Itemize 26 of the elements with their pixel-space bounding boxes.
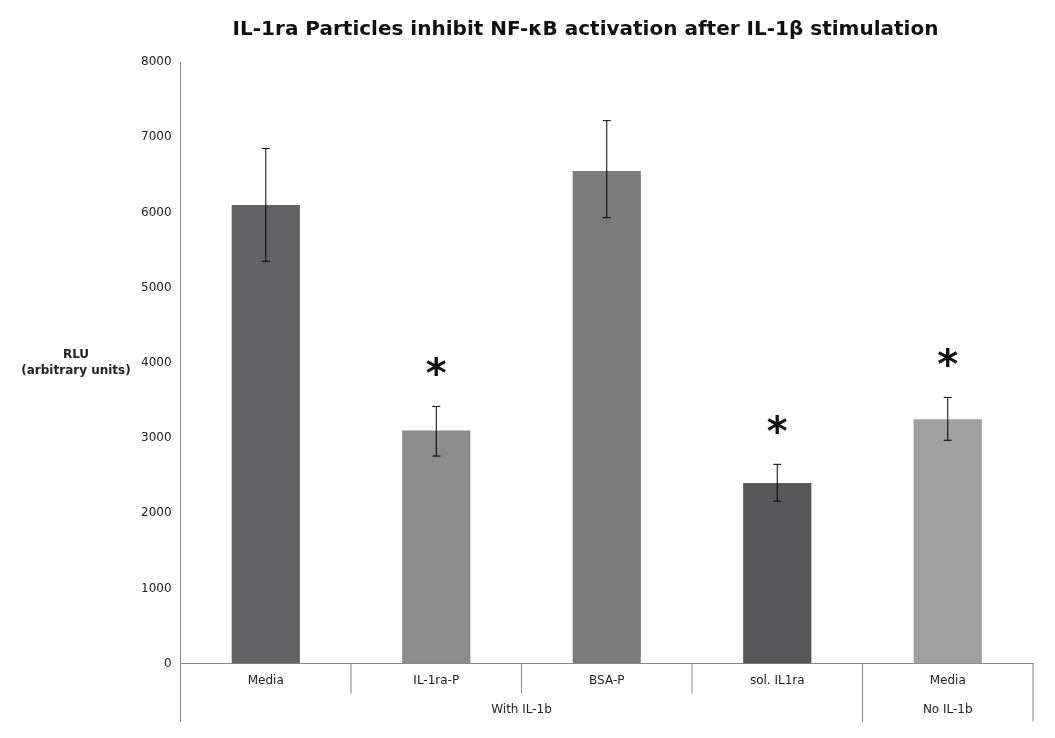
annotation: * <box>766 407 788 454</box>
chart-title: IL-1ra Particles inhibit NF-κB activation after IL-1β stimulation <box>232 16 939 41</box>
x-tick-label: IL-1ra-P <box>413 672 460 687</box>
bar <box>743 483 812 664</box>
bar <box>913 419 982 664</box>
x-tick-label: Media <box>247 672 284 687</box>
x-tick-label: BSA-P <box>589 672 625 687</box>
y-tick-label: 2000 <box>140 505 172 520</box>
y-tick-label: 1000 <box>140 580 172 595</box>
bar <box>231 204 300 664</box>
y-tick-label: 5000 <box>140 279 172 294</box>
bar <box>572 171 641 664</box>
bar <box>402 430 471 664</box>
y-tick-label: 7000 <box>140 129 172 144</box>
y-tick-label: 4000 <box>140 354 172 369</box>
y-tick-label: 6000 <box>140 204 172 219</box>
annotation: * <box>425 349 447 396</box>
x-tick-label: sol. IL1ra <box>749 672 805 687</box>
annotation: * <box>937 340 959 387</box>
x-tick-label: Media <box>929 672 966 687</box>
y-tick-label: 8000 <box>140 54 172 69</box>
y-axis-title: RLU (arbitrary units) <box>21 346 131 377</box>
text: No IL-1b <box>922 701 973 716</box>
y-tick-label: 0 <box>163 655 172 670</box>
text: With IL-1b <box>491 701 552 716</box>
y-tick-label: 3000 <box>140 430 172 445</box>
